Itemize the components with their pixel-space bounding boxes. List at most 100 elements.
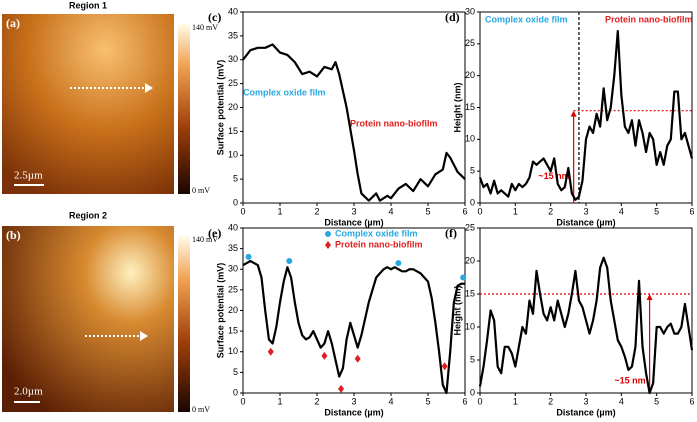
x-tick-label: 1 bbox=[513, 396, 518, 406]
y-tick-label: 25 bbox=[465, 222, 475, 232]
data-point bbox=[245, 253, 252, 260]
y-tick-label: 20 bbox=[228, 102, 238, 112]
y-tick-label: 15 bbox=[465, 288, 475, 298]
y-tick-label: 10 bbox=[465, 134, 475, 144]
image-title: Region 2 bbox=[69, 210, 107, 220]
x-axis-label: Distance (µm) bbox=[324, 407, 383, 417]
x-tick-label: 6 bbox=[462, 206, 467, 216]
y-tick-label: 25 bbox=[228, 284, 238, 294]
x-tick-label: 6 bbox=[462, 396, 467, 406]
x-tick-label: 1 bbox=[513, 206, 518, 216]
x-axis-label: Distance (µm) bbox=[556, 407, 615, 417]
plot-frame bbox=[479, 11, 693, 204]
x-tick-label: 5 bbox=[425, 206, 430, 216]
x-tick-label: 0 bbox=[240, 396, 245, 406]
y-tick-label: 5 bbox=[470, 166, 475, 176]
y-tick-label: 10 bbox=[228, 346, 238, 356]
x-tick-label: 6 bbox=[689, 206, 694, 216]
annotation: Protein nano-biofilm bbox=[605, 14, 693, 24]
image-title: Region 1 bbox=[69, 0, 107, 10]
x-tick-label: 0 bbox=[477, 206, 482, 216]
x-axis-label: Distance (µm) bbox=[556, 217, 615, 227]
annotation: Complex oxide film bbox=[243, 87, 326, 97]
y-tick-label: 40 bbox=[228, 6, 238, 16]
y-axis-label: Surface potential (mV) bbox=[215, 263, 225, 359]
x-tick-label: 5 bbox=[425, 396, 430, 406]
data-point bbox=[286, 258, 293, 264]
y-tick-label: 10 bbox=[228, 150, 238, 160]
x-tick-label: 0 bbox=[240, 206, 245, 216]
legend-marker bbox=[325, 231, 331, 237]
annotation: Complex oxide film bbox=[485, 14, 568, 24]
plot-frame bbox=[242, 227, 466, 394]
y-tick-label: 30 bbox=[228, 54, 238, 64]
y-tick-label: 30 bbox=[465, 6, 475, 16]
legend-label: Complex oxide film bbox=[335, 228, 418, 238]
data-line bbox=[242, 259, 465, 395]
x-tick-label: 4 bbox=[388, 396, 393, 406]
data-point bbox=[354, 354, 361, 363]
y-axis-label: Height (nm) bbox=[452, 286, 462, 336]
scale-bar-label: 2.0µm bbox=[14, 386, 43, 398]
y-tick-label: 15 bbox=[228, 326, 238, 336]
legend-label: Protein nano-biofilm bbox=[335, 239, 423, 249]
colorbar-max: 140 mV bbox=[192, 23, 218, 32]
arrow-head bbox=[140, 331, 148, 341]
colorbar-min: 0 mV bbox=[192, 405, 210, 414]
colorbar-min: 0 mV bbox=[192, 186, 210, 195]
y-tick-label: 25 bbox=[228, 78, 238, 88]
x-tick-label: 5 bbox=[654, 396, 659, 406]
plot-frame bbox=[479, 227, 693, 394]
x-tick-label: 4 bbox=[619, 396, 624, 406]
x-tick-label: 1 bbox=[277, 206, 282, 216]
y-tick-label: 0 bbox=[233, 197, 238, 207]
data-point bbox=[441, 362, 448, 371]
x-tick-label: 2 bbox=[548, 396, 553, 406]
arrow-head bbox=[570, 110, 577, 117]
panel-label: (c) bbox=[208, 10, 221, 24]
panel-label: (b) bbox=[6, 228, 21, 242]
y-tick-label: 15 bbox=[465, 102, 475, 112]
y-axis-label: Height (nm) bbox=[452, 83, 462, 133]
x-tick-label: 3 bbox=[351, 396, 356, 406]
y-tick-label: 40 bbox=[228, 222, 238, 232]
x-tick-label: 2 bbox=[314, 396, 319, 406]
x-tick-label: 4 bbox=[388, 206, 393, 216]
image-panel-a: Region 1 (a) 2.5µm 140 mV 0 mV bbox=[2, 0, 218, 195]
y-tick-label: 0 bbox=[470, 197, 475, 207]
arrow-head bbox=[145, 83, 153, 93]
y-tick-label: 0 bbox=[470, 387, 475, 397]
arrow-head bbox=[646, 294, 653, 300]
y-axis-label: Surface potential (mV) bbox=[215, 60, 225, 156]
y-tick-label: 15 bbox=[228, 126, 238, 136]
y-tick-label: 5 bbox=[233, 174, 238, 184]
y-tick-label: 30 bbox=[228, 264, 238, 274]
x-tick-label: 4 bbox=[619, 206, 624, 216]
data-point bbox=[267, 347, 274, 356]
y-tick-label: 5 bbox=[470, 354, 475, 364]
scale-bar-label: 2.5µm bbox=[14, 170, 43, 182]
y-tick-label: 20 bbox=[465, 255, 475, 265]
data-point bbox=[460, 274, 467, 281]
colorbar-max: 140 mV bbox=[192, 235, 218, 244]
data-point bbox=[395, 260, 402, 267]
reference-label: ~15 nm bbox=[538, 171, 569, 181]
colorbar bbox=[178, 24, 190, 194]
reference-label: ~15 nm bbox=[614, 375, 645, 385]
image-panel-b: Region 2 (b) 2.0µm 140 mV 0 mV bbox=[2, 210, 218, 414]
data-point bbox=[321, 351, 328, 360]
y-tick-label: 20 bbox=[228, 305, 238, 315]
x-tick-label: 3 bbox=[583, 396, 588, 406]
x-tick-label: 3 bbox=[351, 206, 356, 216]
y-tick-label: 5 bbox=[233, 367, 238, 377]
x-tick-label: 3 bbox=[583, 206, 588, 216]
y-tick-label: 35 bbox=[228, 243, 238, 253]
x-tick-label: 2 bbox=[314, 206, 319, 216]
data-point bbox=[338, 384, 345, 393]
y-tick-label: 20 bbox=[465, 70, 475, 80]
plot-frame bbox=[242, 11, 466, 204]
y-tick-label: 35 bbox=[228, 30, 238, 40]
colorbar bbox=[178, 236, 190, 412]
annotation: Protein nano-biofilm bbox=[350, 118, 438, 128]
